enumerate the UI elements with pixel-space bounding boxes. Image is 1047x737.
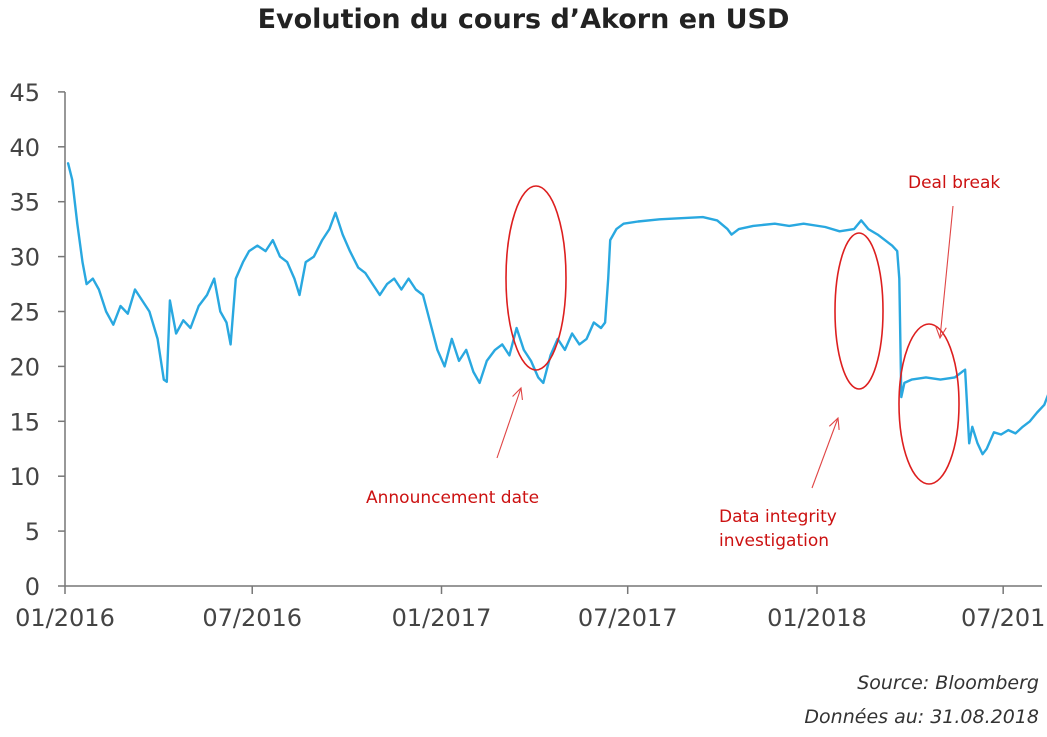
source-note: Source: Bloomberg bbox=[857, 672, 1039, 694]
annotation-arrowhead bbox=[828, 416, 840, 430]
x-tick-label: 01/2018 bbox=[767, 604, 867, 632]
x-ticks: 01/2016 07/2016 01/2017 07/2017 01/2018 07/20… bbox=[15, 586, 1045, 632]
y-tick-label: 20 bbox=[9, 353, 40, 381]
x-tick-label: 07/2016 bbox=[202, 604, 302, 632]
annotation-ellipse bbox=[898, 323, 960, 485]
annotation-label: investigation bbox=[719, 531, 829, 551]
y-tick-label: 0 bbox=[25, 573, 40, 601]
x-tick-label: 07/201 bbox=[961, 604, 1045, 632]
annotation-label: Announcement date bbox=[366, 488, 539, 508]
price-series-line bbox=[66, 162, 1047, 456]
x-tick-label: 01/2017 bbox=[392, 604, 492, 632]
annotation-ellipse bbox=[505, 185, 567, 371]
annotation-label: Deal break bbox=[908, 173, 1000, 193]
y-tick-label: 45 bbox=[9, 79, 40, 107]
x-axis: 01/2016 07/2016 01/2017 07/2017 01/2018 07/20… bbox=[15, 585, 1045, 632]
x-tick-label: 01/2016 bbox=[15, 604, 115, 632]
annotation-label: Data integrity bbox=[719, 507, 837, 527]
y-tick-label: 30 bbox=[9, 244, 40, 272]
y-tick-label: 15 bbox=[9, 408, 40, 436]
data-date-note: Données au: 31.08.2018 bbox=[804, 706, 1039, 728]
annotation-arrow bbox=[939, 205, 954, 339]
annotation-arrow bbox=[496, 387, 522, 459]
annotation-arrowhead bbox=[935, 326, 947, 340]
y-tick-label: 5 bbox=[25, 518, 40, 546]
x-tick-label: 07/2017 bbox=[578, 604, 678, 632]
chart-title: Evolution du cours d’Akorn en USD bbox=[257, 4, 790, 35]
y-tick-label: 10 bbox=[9, 463, 40, 491]
y-axis: 0 5 10 15 20 25 30 35 40 45 bbox=[9, 79, 66, 601]
y-ticks: 0 5 10 15 20 25 30 35 40 45 bbox=[9, 79, 65, 601]
y-tick-label: 35 bbox=[9, 189, 40, 217]
y-tick-label: 25 bbox=[9, 299, 40, 327]
y-tick-label: 40 bbox=[9, 134, 40, 162]
annotation-ellipse bbox=[834, 232, 884, 390]
annotations: Announcement date Data integrity investiga… bbox=[366, 173, 1000, 551]
annotation-arrowhead bbox=[512, 386, 523, 400]
annotation-arrow bbox=[811, 417, 839, 489]
